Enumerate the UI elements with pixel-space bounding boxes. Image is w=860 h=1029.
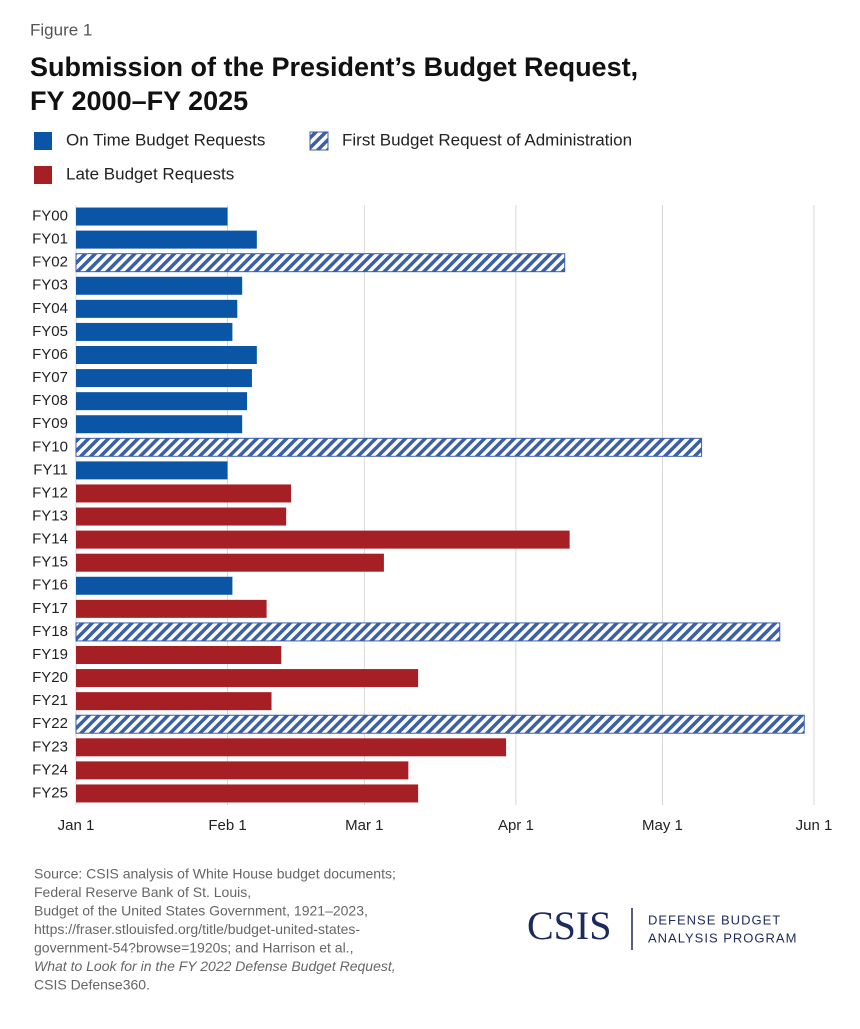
bar: [76, 299, 238, 318]
legend-swatch: [34, 166, 52, 184]
y-tick-label: FY19: [32, 646, 68, 663]
y-tick-label: FY10: [32, 438, 68, 455]
bar: [76, 599, 267, 618]
bar: [76, 276, 243, 295]
y-tick-label: FY09: [32, 415, 68, 432]
legend-swatch: [34, 132, 52, 150]
y-tick-label: FY07: [32, 369, 68, 386]
bar: [76, 692, 272, 711]
bar: [76, 346, 257, 364]
bar: [76, 507, 287, 526]
y-tick-label: FY21: [32, 692, 68, 709]
bar: [76, 669, 419, 688]
logo-program: DEFENSE BUDGET: [648, 912, 781, 927]
bar: [75, 714, 805, 734]
y-tick-label: FY06: [32, 346, 68, 363]
x-tick-label: May 1: [642, 817, 683, 834]
bar: [76, 369, 252, 388]
y-tick-label: FY13: [32, 508, 68, 525]
logo-program: ANALYSIS PROGRAM: [648, 930, 797, 945]
source-note: Federal Reserve Bank of St. Louis,: [34, 884, 251, 900]
y-tick-label: FY00: [32, 208, 68, 225]
y-tick-label: FY17: [32, 600, 68, 617]
bar: [76, 230, 257, 249]
bar: [76, 553, 384, 572]
bar: [75, 622, 781, 642]
bar: [76, 322, 233, 341]
bar: [75, 437, 703, 457]
chart-title: FY 2000–FY 2025: [30, 86, 248, 116]
bar: [76, 484, 292, 503]
chart-title: Submission of the President’s Budget Req…: [30, 52, 638, 82]
y-tick-label: FY03: [32, 277, 68, 294]
y-tick-label: FY16: [32, 577, 68, 594]
y-tick-label: FY15: [32, 554, 68, 571]
y-tick-label: FY25: [32, 784, 68, 801]
y-tick-label: FY04: [32, 300, 68, 317]
legend-swatch: [309, 131, 329, 151]
figure-label: Figure 1: [30, 20, 92, 39]
bar: [76, 392, 248, 411]
x-tick-label: Jan 1: [58, 817, 95, 834]
logo: CSIS: [527, 903, 612, 948]
x-tick-label: Feb 1: [208, 817, 246, 834]
bar: [76, 207, 228, 226]
y-tick-label: FY22: [32, 715, 68, 732]
y-tick-label: FY08: [32, 392, 68, 409]
source-note: Source: CSIS analysis of White House bud…: [34, 866, 396, 882]
bar: [76, 576, 233, 595]
legend-label: Late Budget Requests: [66, 164, 234, 183]
source-note: CSIS Defense360.: [34, 977, 150, 993]
source-note: https://fraser.stlouisfed.org/title/budg…: [34, 921, 360, 937]
legend-label: First Budget Request of Administration: [342, 130, 632, 149]
bar: [76, 761, 409, 780]
source-note: Budget of the United States Government, …: [34, 903, 368, 919]
y-tick-label: FY05: [32, 323, 68, 340]
y-tick-label: FY23: [32, 738, 68, 755]
bar: [76, 461, 228, 480]
source-note: government-54?browse=1920s; and Harrison…: [34, 940, 353, 956]
y-tick-label: FY18: [32, 623, 68, 640]
x-tick-label: Apr 1: [498, 817, 534, 834]
x-tick-label: Jun 1: [796, 817, 833, 834]
y-tick-label: FY02: [32, 254, 68, 271]
bar: [76, 646, 282, 664]
y-tick-label: FY12: [32, 484, 68, 501]
y-tick-label: FY11: [33, 461, 68, 478]
y-tick-label: FY20: [32, 669, 68, 686]
y-tick-label: FY01: [32, 231, 68, 248]
legend-label: On Time Budget Requests: [66, 130, 265, 149]
bar: [76, 784, 419, 803]
x-tick-label: Mar 1: [345, 817, 383, 834]
y-tick-label: FY24: [32, 761, 68, 778]
bar: [76, 530, 570, 549]
bar: [76, 738, 507, 757]
source-note: What to Look for in the FY 2022 Defense …: [34, 958, 396, 974]
y-tick-label: FY14: [32, 531, 68, 548]
bar: [75, 253, 566, 273]
bar: [76, 415, 243, 434]
